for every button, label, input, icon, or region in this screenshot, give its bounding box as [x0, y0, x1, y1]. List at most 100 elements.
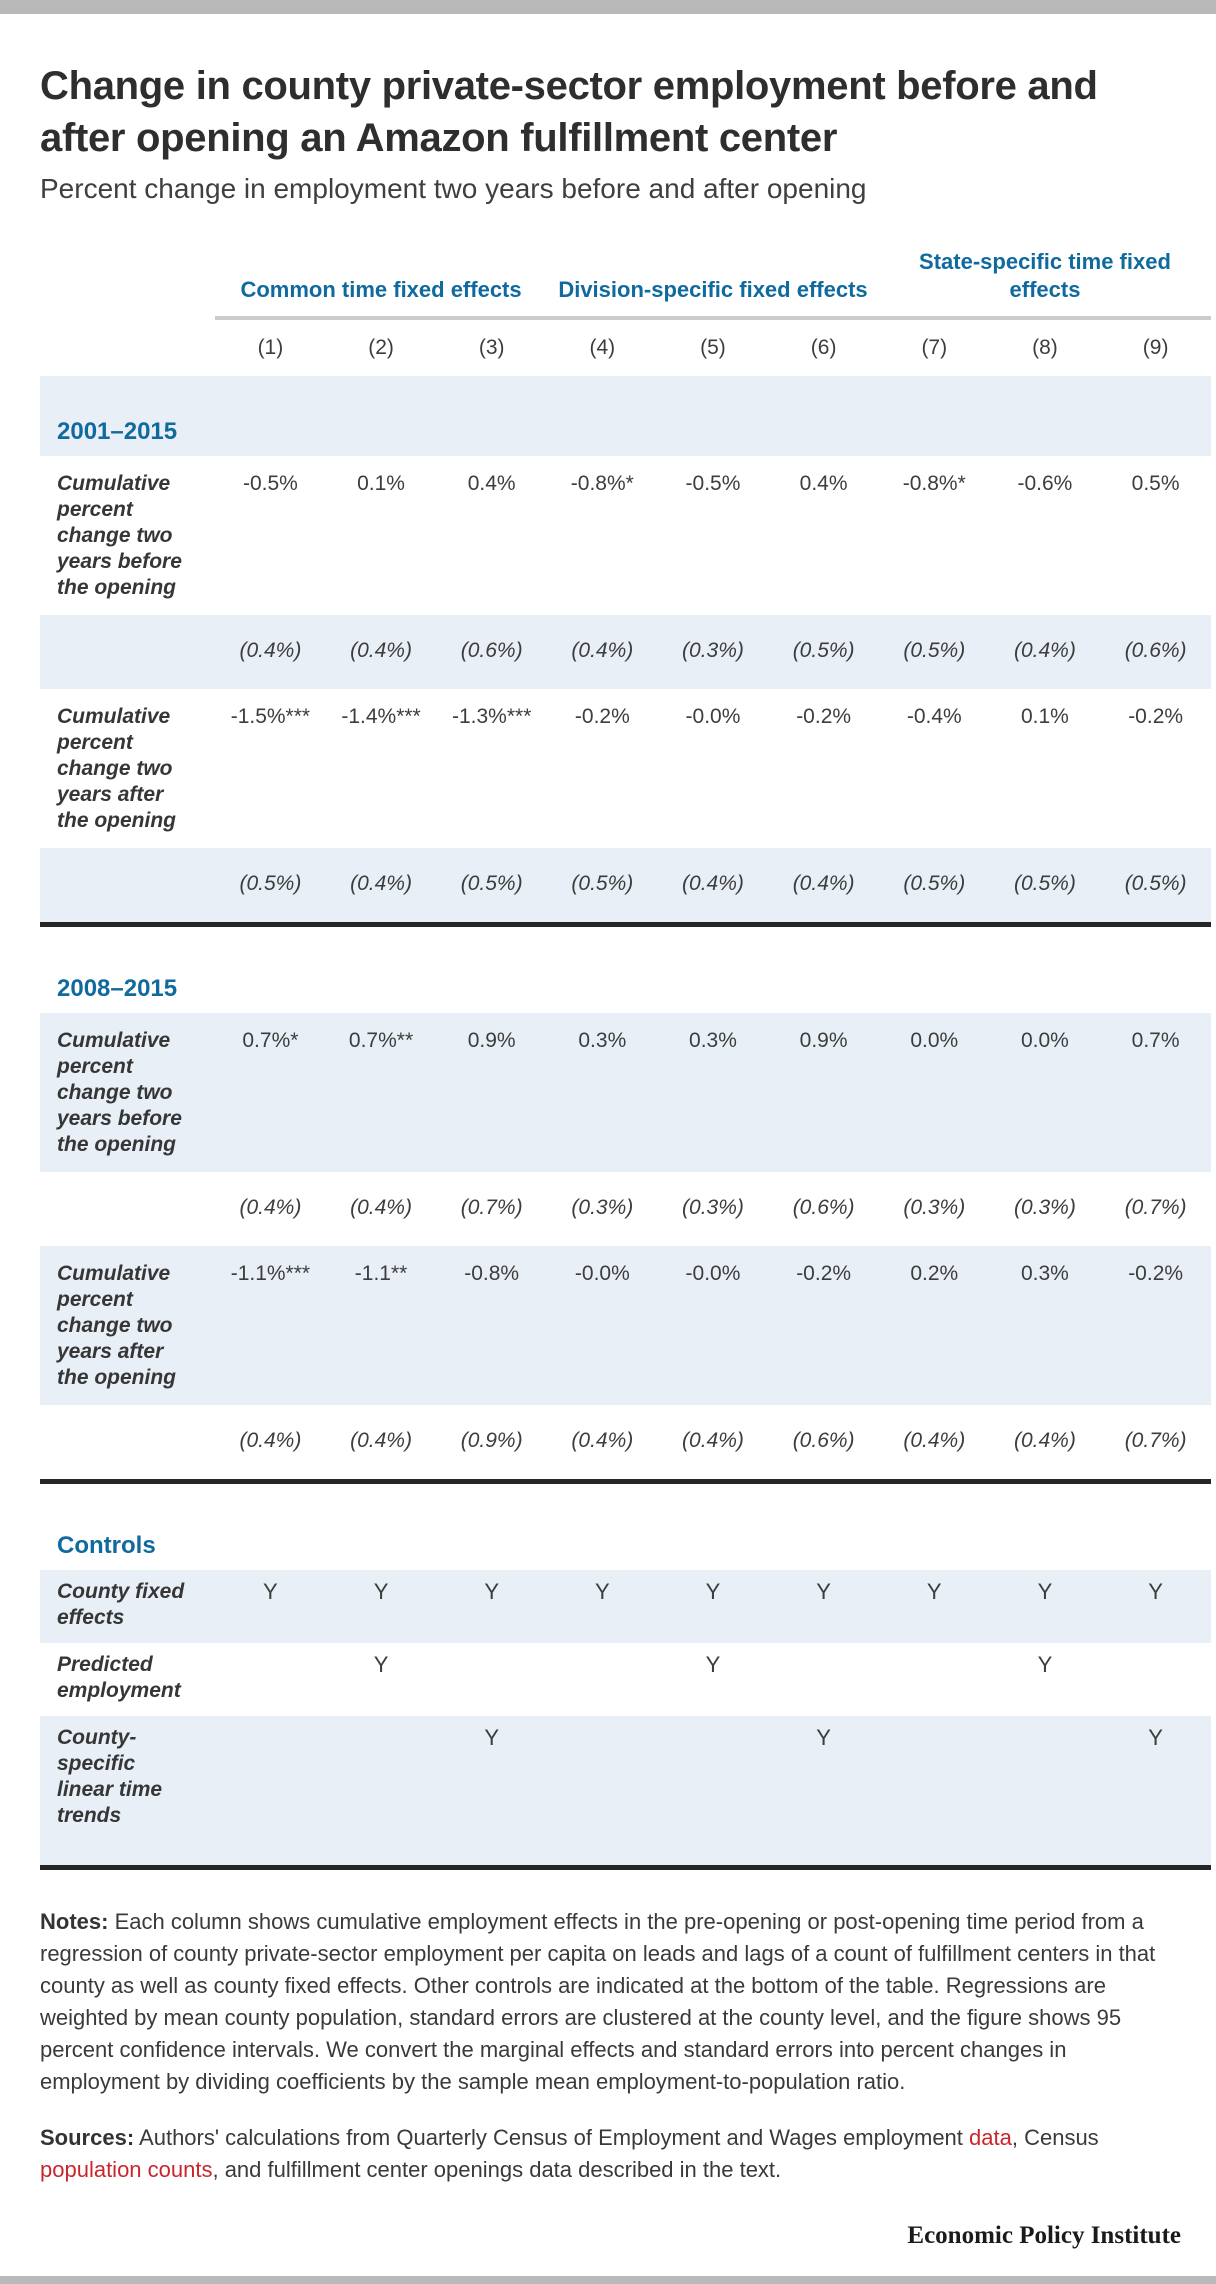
section-label: 2001–2015	[40, 376, 1211, 456]
source-link-population-counts[interactable]: population counts	[40, 2157, 213, 2182]
se-cell: (0.4%)	[768, 848, 879, 927]
control-cell	[1100, 1643, 1211, 1716]
value-cell: -0.4%	[906, 705, 962, 728]
column-number-row: (1) (2) (3) (4) (5) (6) (7) (8) (9)	[40, 318, 1211, 376]
control-row-linear-time-trends: County-specific linear time trends Y Y Y	[40, 1716, 1211, 1870]
se-cell: (0.5%)	[1100, 848, 1211, 927]
top-accent-bar	[0, 0, 1216, 14]
se-cell: (0.3%)	[571, 1196, 634, 1219]
value-cell: 0.0%	[878, 1013, 990, 1172]
row-label: Cumulative percent change two years afte…	[40, 1246, 216, 1405]
corner-cell	[40, 248, 215, 318]
column-number: (9)	[1142, 336, 1169, 359]
se-cell: (0.3%)	[682, 1196, 744, 1219]
se-cell: (0.5%)	[878, 848, 990, 927]
se-cell: (0.7%)	[1124, 1196, 1187, 1219]
value-cell: -0.5%	[242, 472, 298, 495]
control-cell	[989, 1716, 1101, 1870]
control-cell	[657, 1716, 769, 1870]
control-cell	[215, 1716, 326, 1870]
standard-error-row: (0.4%) (0.4%) (0.7%) (0.3%) (0.3%) (0.6%…	[40, 1172, 1211, 1246]
control-cell	[879, 1643, 990, 1716]
se-cell: (0.4%)	[239, 1196, 302, 1219]
se-cell: (0.5%)	[878, 615, 990, 689]
se-cell: (0.5%)	[768, 615, 879, 689]
value-cell: -0.0%	[685, 705, 741, 728]
control-cell	[878, 1716, 990, 1870]
group-header-row: Common time fixed effects Division-speci…	[40, 248, 1211, 320]
control-cell: Y	[878, 1570, 990, 1643]
se-cell: (0.4%)	[325, 848, 437, 927]
sources-label: Sources:	[40, 2125, 135, 2150]
se-cell: (0.7%)	[460, 1196, 523, 1219]
se-cell: (0.4%)	[878, 1405, 990, 1484]
se-cell: (0.4%)	[325, 1405, 437, 1484]
sources-text: , and fulfillment center openings data d…	[212, 2157, 782, 2182]
column-number: (1)	[257, 336, 284, 359]
column-number: (2)	[368, 336, 394, 359]
control-cell	[436, 1643, 547, 1716]
se-cell: (0.4%)	[215, 1405, 326, 1484]
table-row: Cumulative percent change two years afte…	[40, 689, 1211, 848]
sources-text: , Census	[1011, 2125, 1099, 2150]
se-cell: (0.5%)	[215, 848, 326, 927]
corner-cell	[40, 318, 215, 376]
value-cell: -0.6%	[1017, 472, 1073, 495]
control-cell: Y	[215, 1570, 326, 1643]
value-cell: 0.9%	[768, 1013, 879, 1172]
se-cell: (0.7%)	[1100, 1405, 1211, 1484]
value-cell: -1.1%***	[215, 1246, 326, 1405]
control-cell: Y	[768, 1570, 879, 1643]
value-cell: -0.2%	[796, 705, 852, 728]
control-cell: Y	[373, 1652, 389, 1677]
control-cell: Y	[1100, 1716, 1211, 1870]
value-cell: -1.3%***	[451, 705, 532, 728]
control-cell	[547, 1716, 658, 1870]
empty-cell	[40, 848, 216, 927]
control-cell: Y	[1100, 1570, 1211, 1643]
control-cell	[215, 1643, 326, 1716]
se-cell: (0.6%)	[792, 1196, 855, 1219]
control-row-county-fixed-effects: County fixed effects Y Y Y Y Y Y Y Y Y	[40, 1570, 1211, 1643]
value-cell: 0.9%	[436, 1013, 547, 1172]
se-cell: (0.3%)	[903, 1196, 966, 1219]
se-cell: (0.9%)	[436, 1405, 547, 1484]
results-table: Common time fixed effects Division-speci…	[40, 248, 1211, 1870]
value-cell: 0.3%	[657, 1013, 769, 1172]
group-header-state-specific: State-specific time fixed effects	[878, 248, 1211, 320]
value-cell: -1.1**	[325, 1246, 437, 1405]
se-cell: (0.4%)	[547, 1405, 658, 1484]
control-cell: Y	[705, 1652, 721, 1677]
row-label: County-specific linear time trends	[40, 1716, 216, 1870]
standard-error-row: (0.4%) (0.4%) (0.9%) (0.4%) (0.4%) (0.6%…	[40, 1405, 1211, 1484]
notes-and-sources: Notes: Each column shows cumulative empl…	[40, 1906, 1171, 2186]
table-row: Cumulative percent change two years befo…	[40, 1013, 1211, 1172]
control-cell: Y	[989, 1570, 1101, 1643]
page-subtitle: Percent change in employment two years b…	[40, 173, 867, 204]
control-cell: Y	[547, 1570, 658, 1643]
row-label: County fixed effects	[40, 1570, 216, 1643]
column-number: (4)	[589, 336, 616, 359]
se-cell: (0.6%)	[768, 1405, 879, 1484]
control-cell	[325, 1716, 437, 1870]
column-number: (5)	[700, 336, 726, 359]
standard-error-row: (0.5%) (0.4%) (0.5%) (0.5%) (0.4%) (0.4%…	[40, 848, 1211, 927]
standard-error-row: (0.4%) (0.4%) (0.6%) (0.4%) (0.3%) (0.5%…	[40, 615, 1211, 689]
section-header-2001-2015: 2001–2015	[40, 376, 1211, 456]
row-label: Cumulative percent change two years befo…	[40, 1013, 216, 1172]
value-cell: 0.7%	[1100, 1013, 1211, 1172]
control-cell	[547, 1643, 658, 1716]
empty-cell	[40, 1172, 215, 1246]
value-cell: -0.2%	[768, 1246, 879, 1405]
se-cell: (0.4%)	[989, 1405, 1101, 1484]
value-cell: -0.0%	[547, 1246, 658, 1405]
se-cell: (0.6%)	[436, 615, 547, 689]
se-cell: (0.3%)	[657, 615, 769, 689]
se-cell: (0.4%)	[350, 1196, 412, 1219]
table-row: Cumulative percent change two years afte…	[40, 1246, 1211, 1405]
control-cell: Y	[1037, 1652, 1053, 1677]
notes-text: Each column shows cumulative employment …	[40, 1909, 1156, 2094]
source-link-employment-data[interactable]: data	[969, 2125, 1012, 2150]
se-cell: (0.6%)	[1100, 615, 1211, 689]
value-cell: 0.3%	[989, 1246, 1101, 1405]
